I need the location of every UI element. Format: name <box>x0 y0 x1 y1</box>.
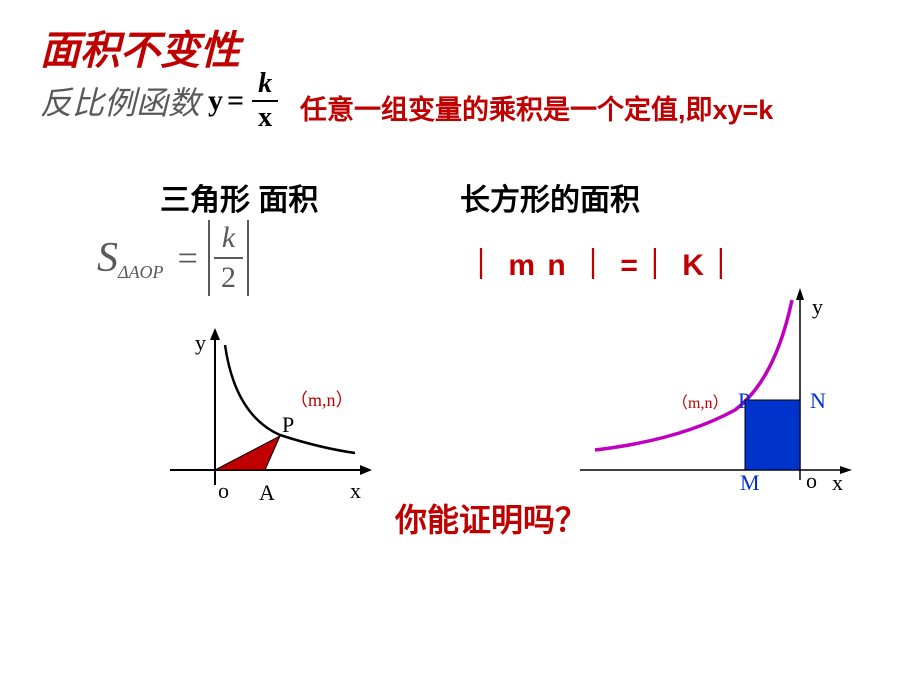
g1-xlabel: x <box>350 478 361 503</box>
formula-eq: = <box>227 84 244 118</box>
g2-ylabel: y <box>812 294 823 319</box>
g1-mnlabel: （m,n） <box>290 390 354 410</box>
rectangle-area-formula: ｜ m n ｜ =｜ K｜ <box>466 240 738 284</box>
g1-olabel: o <box>218 478 229 503</box>
abs-fraction: k 2 <box>214 221 243 295</box>
subtitle-text: 反比例函数 <box>40 78 200 124</box>
formula-denom: x <box>258 102 272 132</box>
triangle-area-formula: S ΔAOP = k 2 <box>97 220 253 296</box>
product-note: 任意一组变量的乘积是一个定值,即xy=k <box>300 88 773 127</box>
g2-Plabel: P <box>738 388 750 413</box>
abs-value: k 2 <box>204 220 253 296</box>
abs-numer: k <box>214 221 243 259</box>
formula-lhs: y <box>208 84 223 118</box>
s-letter: S <box>97 234 118 282</box>
s-eq: = <box>178 237 198 279</box>
abs-denom: 2 <box>221 259 236 295</box>
graph-rectangle: y x o M N P （m,n） <box>560 280 860 510</box>
page-title: 面积不变性 <box>40 18 240 76</box>
question-text: 你能证明吗？ <box>395 495 587 541</box>
abs-bar-right <box>247 220 249 296</box>
graph-triangle: y x o A P （m,n） <box>150 320 390 530</box>
g2-xlabel: x <box>832 470 843 495</box>
inverse-formula: y = k x <box>208 70 282 132</box>
formula-numer: k <box>252 70 278 102</box>
g1-ylabel: y <box>195 330 206 355</box>
g1-Alabel: A <box>259 480 275 505</box>
s-subscript: ΔAOP <box>118 262 164 283</box>
triangle-heading: 三角形 面积 <box>160 175 318 219</box>
g2-Mlabel: M <box>740 470 760 495</box>
abs-bar-left <box>208 220 210 296</box>
g2-Nlabel: N <box>810 388 826 413</box>
g2-olabel: o <box>806 468 817 493</box>
g1-Plabel: P <box>282 412 294 437</box>
rectangle-heading: 长方形的面积 <box>460 175 640 219</box>
g2-mnlabel: （m,n） <box>672 394 728 412</box>
formula-fraction: k x <box>252 70 278 132</box>
subtitle-row: 反比例函数 y = k x <box>40 70 282 132</box>
